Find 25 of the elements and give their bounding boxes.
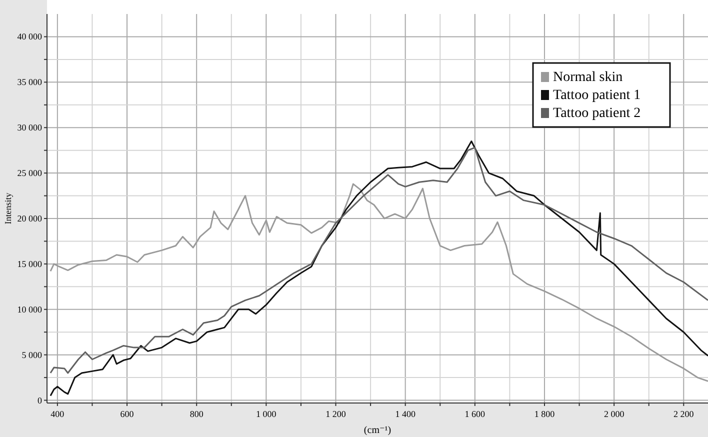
y-axis-title: Intensity [3, 192, 13, 224]
legend-label: Tattoo patient 1 [553, 88, 641, 103]
x-tick-label: 400 [50, 409, 65, 419]
x-tick-label: 2 000 [604, 409, 625, 419]
y-tick-label: 10 000 [17, 304, 42, 314]
y-tick-label: 0 [38, 395, 42, 406]
y-tick-label: 20 000 [17, 214, 42, 224]
y-tick-label: 40 000 [17, 32, 42, 42]
x-tick-label: 800 [190, 409, 204, 419]
x-tick-label: 600 [120, 409, 134, 419]
x-tick-label: 2 200 [674, 409, 694, 419]
legend-label: Normal skin [553, 70, 623, 85]
y-tick-label: 25 000 [17, 168, 42, 178]
x-tick-label: 1 800 [534, 409, 556, 419]
legend-label: Tattoo patient 2 [553, 106, 641, 121]
x-tick-label: 1 600 [464, 409, 486, 419]
y-tick-label: 30 000 [17, 122, 42, 133]
line-series [50, 183, 708, 382]
x-tick-label: 1 400 [395, 409, 416, 419]
x-tick-label: 1 000 [256, 409, 277, 419]
y-tick-label: 35 000 [17, 77, 42, 88]
y-tick-label: 5 000 [22, 350, 42, 360]
x-axis-title: (cm⁻¹) [364, 425, 392, 436]
x-tick-label: 1 200 [326, 409, 346, 419]
y-tick-label: 15 000 [17, 258, 42, 269]
